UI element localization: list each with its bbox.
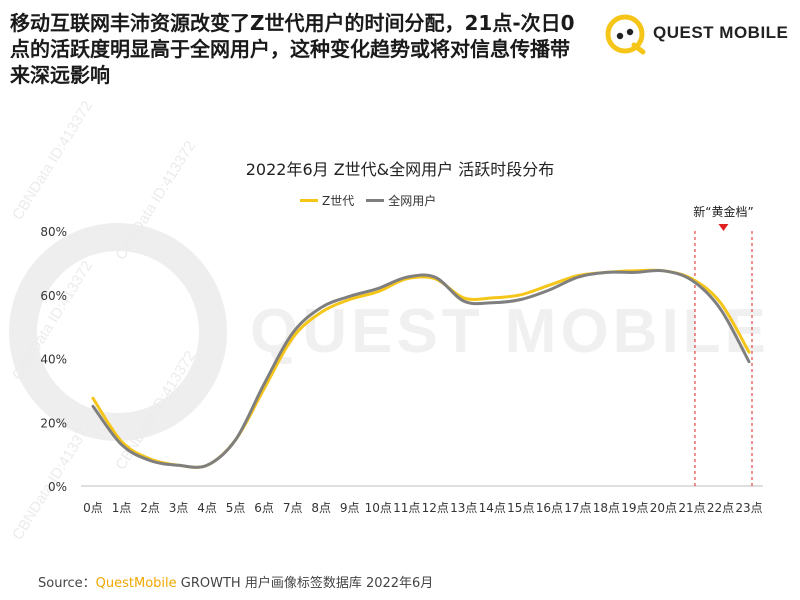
data-point-all-users — [577, 276, 579, 278]
series-line-all-users — [91, 268, 751, 469]
chart-title: 2022年6月 Z世代&全网用户 活跃时段分布 — [245, 160, 555, 179]
legend-swatch-all-users — [366, 199, 385, 202]
data-point-all-users — [748, 360, 750, 362]
x-tick-label: 9点 — [340, 501, 360, 515]
legend-label-all-users: 全网用户 — [388, 194, 437, 208]
data-point-all-users — [291, 332, 293, 334]
x-tick-label: 13点 — [450, 501, 477, 515]
data-point-all-users — [263, 383, 265, 385]
x-tick-label: 10点 — [365, 501, 392, 515]
data-point-all-users — [719, 308, 721, 310]
y-tick-label: 60% — [40, 289, 67, 303]
data-point-all-users — [463, 300, 465, 302]
x-tick-label: 7点 — [283, 501, 303, 515]
x-tick-label: 17点 — [564, 501, 591, 515]
source-rest: GROWTH 用户画像标签数据库 2022年6月 — [176, 576, 434, 591]
logo-text: QUEST MOBILE — [653, 23, 789, 42]
data-point-all-users — [120, 443, 122, 445]
x-tick-label: 5点 — [226, 501, 246, 515]
x-tick-label: 22点 — [707, 501, 734, 515]
logo: QUEST MOBILE — [603, 12, 793, 56]
data-point-all-users — [691, 279, 693, 281]
golden-slot-marker-icon — [718, 224, 729, 231]
data-point-z-gen — [348, 298, 350, 300]
legend-swatch-z-gen — [300, 199, 318, 202]
x-tick-label: 21点 — [678, 501, 705, 515]
data-point-z-gen — [491, 297, 493, 299]
data-point-all-users — [377, 287, 379, 289]
y-tick-label: 20% — [40, 416, 67, 430]
x-tick-label: 4点 — [197, 501, 217, 515]
data-point-all-users — [92, 405, 94, 407]
x-tick-label: 23点 — [735, 501, 762, 515]
y-tick-label: 80% — [40, 225, 67, 239]
data-point-all-users — [548, 289, 550, 291]
data-point-all-users — [406, 276, 408, 278]
data-point-all-users — [149, 459, 151, 461]
y-tick-label: 40% — [40, 353, 67, 367]
x-tick-label: 18点 — [593, 501, 620, 515]
source-prefix: Source： — [38, 576, 96, 591]
source-note: Source：QuestMobile GROWTH 用户画像标签数据库 2022… — [38, 572, 433, 591]
watermark-big-text: QUEST MOBILE — [250, 297, 770, 366]
data-point-all-users — [605, 271, 607, 273]
x-tick-label: 15点 — [507, 501, 534, 515]
legend-label-z-gen: Z世代 — [322, 194, 355, 208]
data-point-all-users — [206, 464, 208, 466]
x-tick-label: 19点 — [621, 501, 648, 515]
data-point-z-gen — [548, 284, 550, 286]
x-tick-label: 6点 — [254, 501, 274, 515]
data-point-all-users — [662, 270, 664, 272]
data-point-z-gen — [92, 397, 94, 399]
data-point-all-users — [177, 464, 179, 466]
x-tick-label: 20点 — [650, 501, 677, 515]
data-point-z-gen — [291, 337, 293, 339]
x-tick-label: 2点 — [140, 501, 160, 515]
data-point-z-gen — [463, 297, 465, 299]
headline: 移动互联网丰沛资源改变了Z世代用户的时间分配，21点-次日0 点的活跃度明显高于… — [10, 11, 575, 87]
watermark-logo-icon — [9, 223, 227, 441]
x-tick-label: 3点 — [169, 501, 189, 515]
data-point-z-gen — [377, 290, 379, 292]
x-tick-label: 14点 — [479, 501, 506, 515]
x-tick-label: 0点 — [83, 501, 103, 515]
y-tick-label: 0% — [48, 480, 67, 494]
x-tick-label: 1点 — [112, 501, 132, 515]
x-tick-label: 16点 — [536, 501, 563, 515]
x-tick-label: 11点 — [393, 501, 420, 515]
golden-slot-label: 新“黄金档” — [693, 204, 753, 219]
x-tick-label: 8点 — [311, 501, 331, 515]
questmobile-logo-icon — [605, 14, 646, 55]
data-point-all-users — [634, 271, 636, 273]
legend-item-z-gen: Z世代 — [300, 192, 354, 209]
data-point-all-users — [348, 295, 350, 297]
legend-item-all-users: 全网用户 — [366, 192, 436, 209]
data-point-all-users — [520, 298, 522, 300]
data-point-all-users — [491, 302, 493, 304]
data-point-z-gen — [520, 294, 522, 296]
legend: Z世代 全网用户 — [300, 192, 448, 209]
data-point-all-users — [234, 439, 236, 441]
x-tick-label: 12点 — [422, 501, 449, 515]
source-brand: QuestMobile — [95, 576, 177, 591]
data-point-all-users — [320, 306, 322, 308]
data-point-z-gen — [719, 302, 721, 304]
data-point-all-users — [434, 276, 436, 278]
data-point-z-gen — [320, 311, 322, 313]
data-point-z-gen — [748, 351, 750, 353]
